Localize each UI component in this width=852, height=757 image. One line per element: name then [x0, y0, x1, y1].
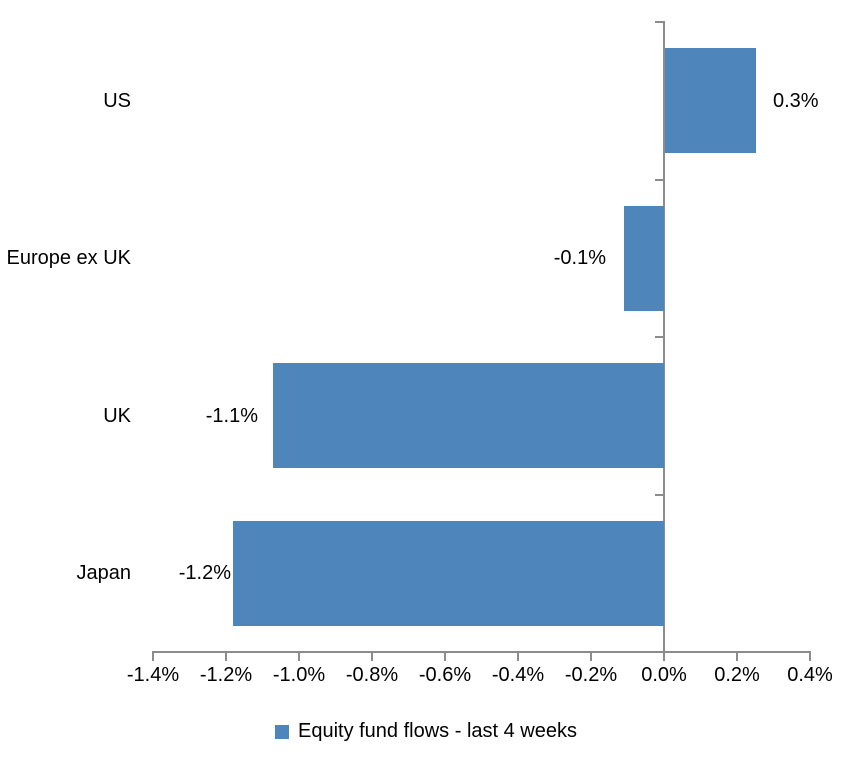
legend: Equity fund flows - last 4 weeks	[0, 720, 852, 743]
value-axis-tick	[152, 651, 154, 661]
value-axis-tick-label: -0.6%	[418, 664, 472, 686]
bar-us	[665, 48, 756, 153]
value-axis-tick-label: 0.4%	[787, 664, 833, 686]
data-label: -1.2%	[178, 562, 231, 584]
value-axis-tick-label: -1.0%	[272, 664, 326, 686]
value-axis-tick-label: -1.2%	[199, 664, 253, 686]
category-axis-tick	[655, 336, 664, 338]
value-axis-tick	[517, 651, 519, 661]
value-axis-tick-label: -1.4%	[126, 664, 180, 686]
value-axis-tick-label: -0.4%	[491, 664, 545, 686]
value-axis-tick	[736, 651, 738, 661]
bar-uk	[273, 363, 664, 468]
bar-japan	[233, 521, 664, 626]
data-label: -0.1%	[553, 247, 606, 269]
category-axis-label: Japan	[76, 562, 132, 584]
data-label: -1.1%	[205, 405, 258, 427]
value-axis-tick	[444, 651, 446, 661]
category-axis-label: Europe ex UK	[6, 247, 131, 269]
value-axis-line	[152, 651, 811, 653]
legend-label: Equity fund flows - last 4 weeks	[297, 720, 577, 742]
category-axis-label: UK	[103, 405, 131, 427]
value-axis-tick	[371, 651, 373, 661]
category-axis-tick	[655, 494, 664, 496]
value-axis-tick	[298, 651, 300, 661]
data-label: 0.3%	[773, 90, 819, 112]
value-axis-tick	[809, 651, 811, 661]
value-axis-tick-label: -0.8%	[345, 664, 399, 686]
value-axis-tick-label: 0.2%	[714, 664, 760, 686]
category-axis-line	[663, 21, 665, 660]
legend-marker-icon	[274, 724, 289, 739]
category-axis-tick	[655, 179, 664, 181]
value-axis-tick-label: -0.2%	[564, 664, 618, 686]
value-axis-tick-label: 0.0%	[641, 664, 687, 686]
value-axis-tick	[663, 651, 665, 661]
category-axis-label: US	[103, 90, 131, 112]
bar-europe-ex-uk	[624, 206, 664, 311]
value-axis-tick	[590, 651, 592, 661]
category-axis-tick	[655, 21, 664, 23]
value-axis-tick	[225, 651, 227, 661]
